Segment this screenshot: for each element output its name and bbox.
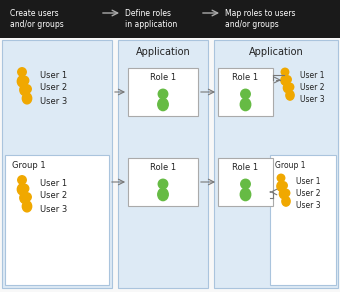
Text: User 3: User 3	[296, 201, 321, 211]
Ellipse shape	[283, 83, 292, 93]
Circle shape	[282, 189, 290, 197]
Circle shape	[286, 83, 294, 91]
Text: Group 1: Group 1	[275, 161, 306, 169]
Circle shape	[158, 89, 168, 99]
Circle shape	[20, 184, 29, 193]
Text: Role 1: Role 1	[233, 74, 258, 83]
Text: Application: Application	[136, 47, 190, 57]
Text: User 1: User 1	[300, 70, 324, 79]
Text: User 1: User 1	[40, 70, 67, 79]
Circle shape	[241, 89, 250, 99]
Bar	[128, 158, 198, 206]
Circle shape	[23, 85, 31, 93]
Circle shape	[284, 76, 291, 83]
Circle shape	[18, 68, 26, 76]
Circle shape	[280, 182, 287, 189]
Circle shape	[277, 174, 285, 182]
Circle shape	[23, 193, 31, 201]
Ellipse shape	[17, 76, 27, 87]
Text: User 3: User 3	[40, 204, 67, 213]
Text: Map roles to users
and/or groups: Map roles to users and/or groups	[225, 8, 295, 29]
Bar	[5, 155, 109, 285]
Ellipse shape	[22, 93, 32, 104]
Text: User 1: User 1	[296, 178, 321, 187]
Text: User 3: User 3	[300, 95, 325, 103]
Text: User 2: User 2	[40, 192, 67, 201]
Text: Application: Application	[249, 47, 303, 57]
Ellipse shape	[240, 98, 251, 111]
Text: User 2: User 2	[296, 190, 321, 199]
Bar	[218, 158, 273, 206]
Ellipse shape	[282, 197, 290, 206]
Text: User 1: User 1	[40, 178, 67, 187]
Ellipse shape	[22, 201, 32, 212]
Text: User 2: User 2	[300, 83, 324, 91]
Text: Define roles
in application: Define roles in application	[125, 8, 177, 29]
Ellipse shape	[279, 189, 288, 199]
Bar	[118, 40, 208, 288]
Bar	[128, 68, 198, 116]
Text: Role 1: Role 1	[150, 74, 176, 83]
Circle shape	[158, 179, 168, 189]
Ellipse shape	[17, 184, 27, 195]
Ellipse shape	[277, 181, 285, 191]
Bar	[214, 40, 338, 288]
Text: Role 1: Role 1	[233, 164, 258, 173]
Bar	[0, 0, 340, 38]
Circle shape	[18, 176, 26, 184]
Text: Create users
and/or groups: Create users and/or groups	[10, 8, 64, 29]
Ellipse shape	[158, 188, 168, 201]
Text: User 2: User 2	[40, 84, 67, 93]
Circle shape	[241, 179, 250, 189]
Circle shape	[20, 76, 29, 85]
Text: Role 1: Role 1	[150, 164, 176, 173]
Text: User 3: User 3	[40, 96, 67, 105]
Text: Group 1: Group 1	[12, 161, 46, 169]
Bar	[218, 68, 273, 116]
Ellipse shape	[158, 98, 168, 111]
Ellipse shape	[20, 84, 29, 95]
Ellipse shape	[281, 75, 289, 85]
Circle shape	[281, 68, 289, 76]
Bar	[2, 40, 112, 288]
Ellipse shape	[240, 188, 251, 201]
Bar	[270, 155, 336, 285]
Ellipse shape	[20, 192, 29, 203]
Ellipse shape	[286, 91, 294, 100]
